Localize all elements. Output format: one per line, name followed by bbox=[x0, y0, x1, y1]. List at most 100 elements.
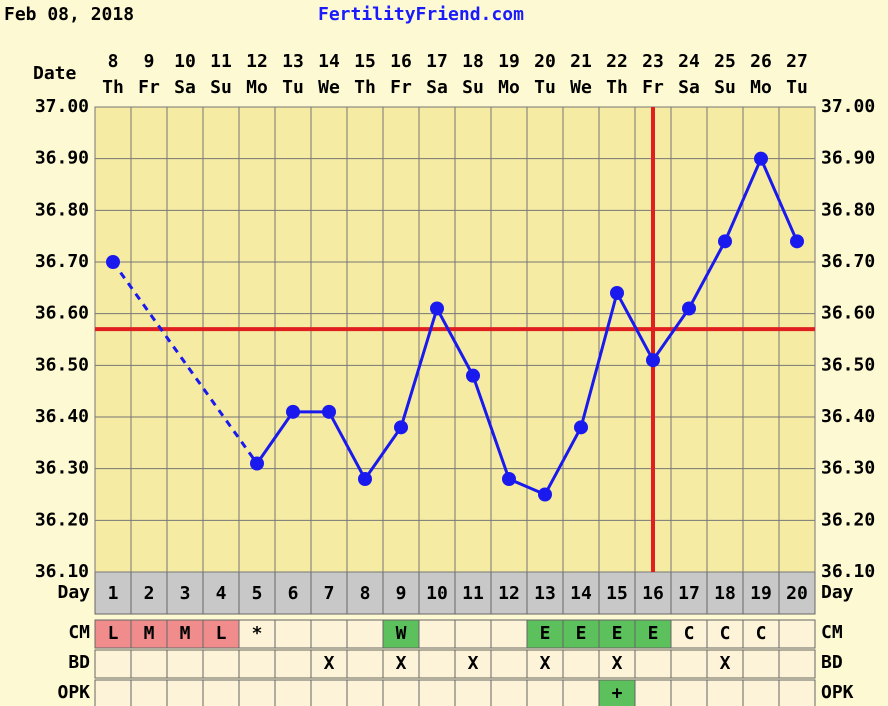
row-label: OPK bbox=[821, 682, 854, 703]
weekday-label: Mo bbox=[246, 77, 268, 98]
weekday-label: We bbox=[570, 77, 592, 98]
y2-tick-label: 37.00 bbox=[821, 96, 875, 117]
weekday-label: We bbox=[318, 77, 340, 98]
row-cell bbox=[310, 649, 348, 679]
y2-tick-label: 36.20 bbox=[821, 509, 875, 530]
row-cell bbox=[454, 649, 492, 679]
weekday-label: Mo bbox=[750, 77, 772, 98]
y-tick-label: 36.10 bbox=[35, 561, 89, 582]
y-tick-label: 36.60 bbox=[35, 303, 89, 324]
row-cell bbox=[94, 649, 132, 679]
weekday-label: Fr bbox=[390, 77, 412, 98]
row-cell-text: 1 bbox=[108, 583, 119, 604]
y-tick-label: 36.80 bbox=[35, 199, 89, 220]
row-cell-text: 19 bbox=[750, 583, 772, 604]
row-cell bbox=[310, 619, 348, 649]
row-cell bbox=[418, 619, 456, 649]
row-cell bbox=[274, 649, 312, 679]
weekday-label: Th bbox=[102, 77, 124, 98]
y-tick-label: 36.40 bbox=[35, 406, 89, 427]
row-cell-text: 14 bbox=[570, 583, 592, 604]
date-label: 27 bbox=[786, 51, 808, 72]
weekday-label: Su bbox=[714, 77, 736, 98]
row-cell-text: 15 bbox=[606, 583, 628, 604]
row-cell bbox=[742, 619, 780, 649]
date-label: 20 bbox=[534, 51, 556, 72]
row-cell-text: X bbox=[612, 653, 623, 674]
temperature-point bbox=[754, 151, 768, 166]
date-label: 23 bbox=[642, 51, 664, 72]
row-cell bbox=[742, 679, 780, 706]
date-label: 17 bbox=[426, 51, 448, 72]
row-cell bbox=[454, 619, 492, 649]
row-cell-text: X bbox=[720, 653, 731, 674]
row-cell bbox=[238, 649, 276, 679]
weekday-label: Su bbox=[210, 77, 232, 98]
date-label: 14 bbox=[318, 51, 340, 72]
row-cell-text: X bbox=[468, 653, 479, 674]
row-cell-text: 10 bbox=[426, 583, 448, 604]
y-tick-label: 37.00 bbox=[35, 96, 89, 117]
y2-tick-label: 36.90 bbox=[821, 148, 875, 169]
y2-tick-label: 36.60 bbox=[821, 303, 875, 324]
weekday-label: Fr bbox=[138, 77, 160, 98]
y2-tick-label: 36.50 bbox=[821, 354, 875, 375]
date-label: 16 bbox=[390, 51, 412, 72]
row-cell-text: 20 bbox=[786, 583, 808, 604]
date-label: 12 bbox=[246, 51, 268, 72]
row-cell bbox=[94, 619, 132, 649]
y-tick-label: 36.20 bbox=[35, 509, 89, 530]
temperature-point bbox=[790, 234, 804, 249]
row-cell bbox=[346, 619, 384, 649]
temperature-point bbox=[358, 472, 372, 486]
row-cell bbox=[562, 619, 600, 649]
y2-tick-label: 36.40 bbox=[821, 406, 875, 427]
row-cell bbox=[526, 649, 564, 679]
row-label: CM bbox=[68, 622, 90, 643]
row-cell bbox=[454, 571, 492, 615]
weekday-label: Mo bbox=[498, 77, 520, 98]
row-label: BD bbox=[821, 652, 843, 673]
temperature-point bbox=[286, 404, 300, 419]
temperature-line bbox=[255, 154, 799, 497]
row-cell bbox=[382, 619, 420, 649]
row-cell bbox=[598, 571, 636, 615]
row-cell bbox=[274, 679, 312, 706]
gap-connector bbox=[111, 261, 259, 465]
row-cell bbox=[562, 679, 600, 706]
row-cell-text: C bbox=[720, 623, 731, 644]
row-cell-text: X bbox=[324, 653, 335, 674]
temperature-point bbox=[394, 420, 408, 435]
weekday-label: Tu bbox=[786, 77, 808, 98]
row-cell-text: 7 bbox=[324, 583, 335, 604]
row-cell bbox=[670, 649, 708, 679]
row-cell bbox=[706, 679, 744, 706]
row-cell-text: C bbox=[684, 623, 695, 644]
row-cell bbox=[634, 571, 672, 615]
weekday-label: Tu bbox=[534, 77, 556, 98]
row-label: Day bbox=[57, 582, 90, 603]
row-cell-text: C bbox=[756, 623, 767, 644]
date-label: 24 bbox=[678, 51, 700, 72]
row-cell bbox=[778, 679, 816, 706]
date-label: 15 bbox=[354, 51, 376, 72]
date-label: 8 bbox=[108, 51, 119, 72]
row-cell-text: * bbox=[252, 623, 263, 644]
row-cell bbox=[130, 679, 168, 706]
row-cell-text: L bbox=[216, 623, 227, 644]
row-cell bbox=[490, 679, 528, 706]
temperature-point bbox=[502, 472, 516, 486]
row-cell bbox=[130, 619, 168, 649]
row-cell bbox=[526, 679, 564, 706]
row-cell bbox=[490, 571, 528, 615]
date-label: Date bbox=[33, 63, 77, 84]
row-cell bbox=[778, 619, 816, 649]
row-cell bbox=[670, 571, 708, 615]
row-cell bbox=[274, 619, 312, 649]
row-cell-text: 5 bbox=[252, 583, 263, 604]
row-cell bbox=[238, 679, 276, 706]
date-label: 19 bbox=[498, 51, 520, 72]
temperature-point bbox=[322, 404, 336, 419]
row-cell-text: 2 bbox=[144, 583, 155, 604]
